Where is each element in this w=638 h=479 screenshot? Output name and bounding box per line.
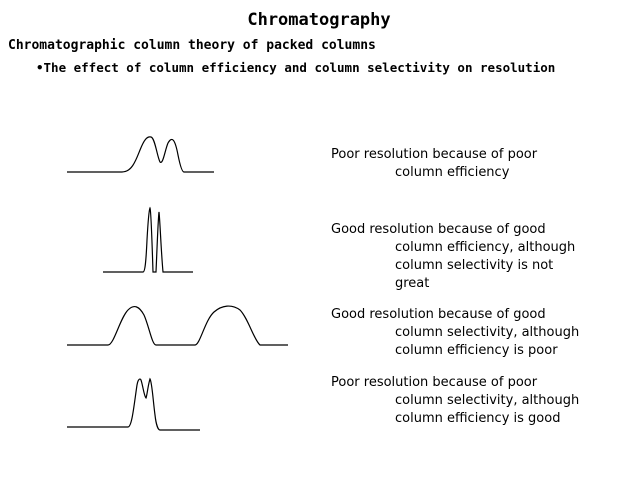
page-subtitle: Chromatographic column theory of packed … [8,38,376,53]
chromatogram-4-trace [67,377,200,431]
case-1-description: Poor resolution because of poor column e… [331,146,631,182]
case-3-first-line: Good resolution because of good [331,307,546,322]
case-2-line-4: great [395,276,430,291]
case-3-line-3: column efficiency is poor [395,343,558,358]
case-2-line-3: column selectivity is not [395,258,554,273]
case-2-line-2: column efficiency, although [395,240,576,255]
case-1-first-line: Poor resolution because of poor [331,147,538,162]
chromatogram-3-trace [67,305,288,346]
case-2-description: Good resolution because of good column e… [331,221,631,293]
case-4-line-3: column efficiency is good [395,411,561,426]
case-4-first-line: Poor resolution because of poor [331,375,538,390]
case-3-description: Good resolution because of good column s… [331,306,631,360]
case-2-first-line: Good resolution because of good [331,222,546,237]
chromatogram-1-trace [67,136,214,173]
bullet-point: •The effect of column efficiency and col… [36,60,556,75]
case-1-line-2: column efficiency [395,165,510,180]
case-3-line-2: column selectivity, although [395,325,580,340]
chromatogram-2-trace [103,206,193,273]
case-4-line-2: column selectivity, although [395,393,580,408]
case-4-description: Poor resolution because of poor column s… [331,374,631,428]
page-title: Chromatography [247,10,391,30]
